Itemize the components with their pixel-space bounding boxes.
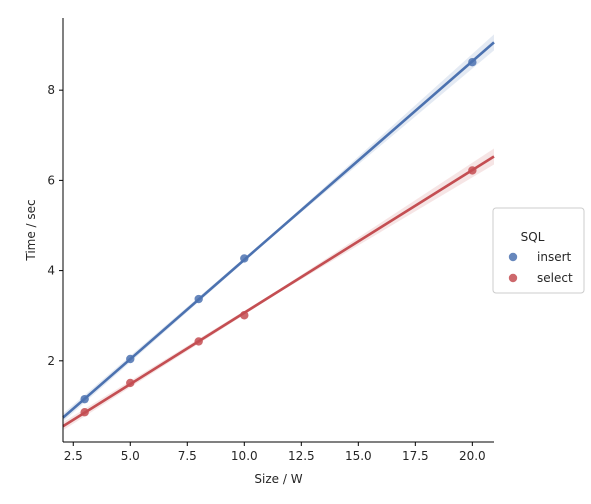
legend-label-insert: insert <box>537 250 572 264</box>
x-tick-label: 12.5 <box>288 449 315 463</box>
insert-point <box>468 58 477 67</box>
legend: SQL insert select <box>492 207 585 294</box>
x-axis-label: Size / W <box>254 472 302 486</box>
x-tick-label: 20.0 <box>459 449 486 463</box>
legend-box <box>492 207 585 294</box>
select-point <box>194 337 203 346</box>
select-confidence-band <box>63 148 494 431</box>
insert-point <box>240 254 249 263</box>
y-axis-label: Time / sec <box>24 199 38 261</box>
y-tick-label: 2 <box>47 354 55 368</box>
y-tick-label: 6 <box>47 173 55 187</box>
select-point <box>468 166 477 175</box>
series-layer <box>62 34 495 431</box>
insert-point <box>80 394 89 404</box>
select-point <box>80 408 89 417</box>
insert-point <box>126 354 135 364</box>
select-point <box>126 378 135 388</box>
select-fit-line <box>62 155 495 428</box>
x-tick-label: 2.5 <box>64 449 83 463</box>
y-tick-label: 8 <box>47 83 55 97</box>
legend-title: SQL <box>521 230 545 244</box>
insert-confidence-band <box>63 34 494 422</box>
legend-marker-insert <box>508 252 518 262</box>
x-tick-label: 17.5 <box>402 449 429 463</box>
legend-marker-select <box>508 273 518 283</box>
legend-label-select: select <box>537 271 573 285</box>
insert-fit-line <box>62 41 495 419</box>
x-tick-label: 7.5 <box>178 449 197 463</box>
x-tick-label: 10.0 <box>231 449 258 463</box>
x-tick-label: 15.0 <box>345 449 372 463</box>
select-point <box>240 311 249 320</box>
axes-layer: 2.5 5.0 7.5 10.0 12.5 15.0 17.5 20.0 2 4 6 8 <box>47 18 494 463</box>
y-tick-label: 4 <box>47 264 55 278</box>
x-tick-label: 5.0 <box>121 449 140 463</box>
insert-point <box>194 294 203 304</box>
